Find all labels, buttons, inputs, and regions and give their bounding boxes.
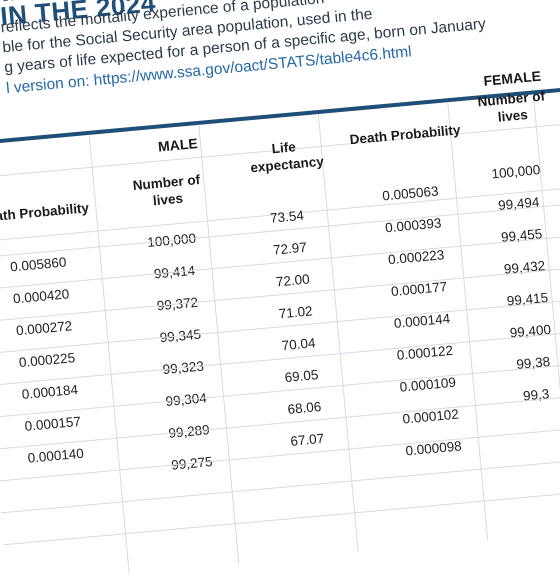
- cell-female-death-probability: 0.000144: [393, 310, 451, 331]
- col-header-male-number-of-lives: Number of lives: [132, 172, 201, 209]
- column-divider: [317, 113, 359, 553]
- cell-female-death-probability: 0.000102: [401, 406, 460, 427]
- cell-male-death-probability: 0.005860: [9, 254, 68, 275]
- cell-male-life-expectancy: 70.04: [281, 335, 317, 354]
- cell-female-death-probability: 0.000122: [396, 342, 454, 363]
- column-divider: [198, 124, 240, 564]
- group-header-female: FEMALE: [482, 67, 542, 89]
- cell-female-death-probability: 0.000098: [404, 438, 463, 459]
- col-header-male-death-probability: Death Probability: [0, 200, 90, 226]
- cell-female-death-probability: 0.000109: [399, 374, 457, 395]
- cell-male-life-expectancy: 73.54: [269, 207, 305, 226]
- group-header-male: MALE: [157, 135, 199, 155]
- cell-male-life-expectancy: 68.06: [286, 398, 322, 417]
- cell-male-life-expectancy: 72.97: [272, 239, 308, 258]
- cell-male-life-expectancy: 69.05: [283, 367, 319, 386]
- cell-female-death-probability: 0.000393: [384, 215, 443, 236]
- cell-female-death-probability: 0.000177: [390, 279, 448, 300]
- col-header-male-life-expectancy: Life expectancy: [249, 139, 325, 176]
- cell-male-life-expectancy: 67.07: [289, 430, 325, 449]
- column-divider: [532, 94, 560, 533]
- cell-male-life-expectancy: 72.00: [275, 271, 311, 290]
- cell-male-death-probability: 0.000420: [12, 286, 70, 307]
- cell-female-death-probability: 0.000223: [387, 247, 445, 268]
- col-header-female-number-of-lives: Number of lives: [476, 88, 546, 125]
- cell-male-life-expectancy: 71.02: [278, 303, 314, 322]
